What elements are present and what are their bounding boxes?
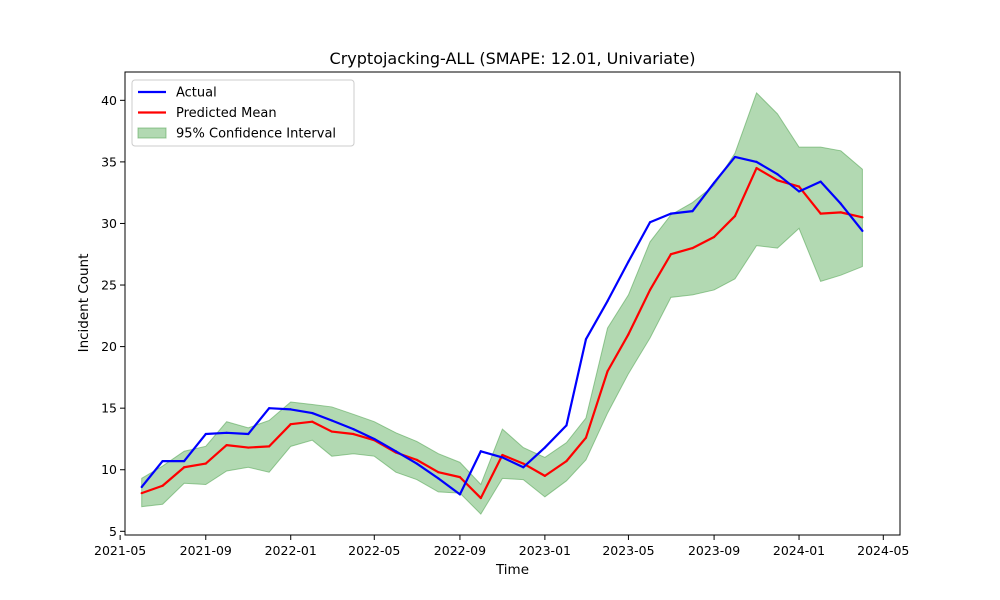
data-point-actual [330,419,333,422]
data-point-predicted-mean [797,185,801,188]
data-point-predicted-mean [247,446,250,449]
data-point-predicted-mean [565,460,568,463]
data-point-predicted-mean [543,474,546,477]
x-tick-label: 2022-09 [434,543,486,558]
data-point-predicted-mean [712,235,716,239]
data-point-predicted-mean [669,253,673,256]
data-point-actual [627,260,630,263]
data-point-actual [648,221,652,224]
data-point-actual [247,432,250,436]
legend: Actual Predicted Mean 95% Confidence Inter… [131,79,355,147]
data-point-predicted-mean [861,216,864,219]
x-tick-label: 2023-09 [688,543,740,558]
data-point-predicted-mean [415,458,418,461]
legend-label-95-confidence-interval: 95% Confidence Interval [176,127,336,142]
data-point-actual [819,180,822,183]
data-point-actual [458,493,462,496]
data-point-actual [289,408,292,411]
data-point-predicted-mean [289,423,292,426]
data-point-actual [712,181,716,184]
y-tick-label: 30 [101,216,117,231]
x-tick-label: 2021-09 [180,543,232,558]
plot-area: 2021-05 2021-09 2022-01 2022-05 2022-09 2023-… [94,71,909,558]
data-point-actual [140,485,143,489]
data-point-predicted-mean [479,496,482,500]
y-tick-label: 20 [101,339,117,354]
data-point-predicted-mean [755,166,758,170]
data-point-actual [268,407,271,410]
data-point-actual [161,460,164,463]
x-axis-label: Time [495,562,529,578]
confidence-band [141,92,863,515]
data-point-actual [776,173,779,176]
y-tick-label: 10 [101,462,117,477]
x-tick-label: 2023-05 [602,543,654,558]
data-point-actual [183,460,186,463]
data-point-actual [733,155,737,159]
data-point-predicted-mean [522,462,525,465]
data-point-actual [373,437,376,441]
data-point-actual [861,229,864,232]
data-point-predicted-mean [204,462,207,465]
data-point-predicted-mean [225,444,228,447]
x-tick-label: 2022-01 [265,543,317,558]
data-point-actual [225,431,228,434]
x-tick-label: 2022-05 [348,543,400,558]
data-point-predicted-mean [330,430,333,433]
y-tick-label: 40 [101,93,117,108]
data-point-predicted-mean [839,211,842,214]
data-point-actual [522,466,525,469]
data-point-predicted-mean [733,214,737,218]
data-point-predicted-mean [776,179,779,182]
data-point-actual [501,456,504,459]
data-point-predicted-mean [458,476,462,479]
data-point-predicted-mean [819,212,822,215]
data-point-actual [352,428,355,431]
chart-title: Cryptojacking-ALL (SMAPE: 12.01, Univari… [330,49,696,68]
data-point-predicted-mean [268,445,271,448]
data-point-predicted-mean [352,432,355,436]
data-point-actual [415,462,418,465]
data-point-actual [755,160,758,163]
data-point-actual [839,202,842,205]
data-point-predicted-mean [606,370,609,373]
data-point-predicted-mean [183,466,186,469]
data-point-actual [606,299,609,303]
data-point-actual [669,212,673,215]
data-point-predicted-mean [501,453,504,457]
data-point-actual [394,450,397,453]
data-point-actual [311,411,314,415]
legend-label-actual: Actual [176,86,217,101]
y-tick-label: 35 [101,154,117,169]
data-point-predicted-mean [311,420,314,423]
legend-box [131,79,355,147]
data-point-actual [797,190,801,193]
x-tick-label: 2023-01 [519,543,571,558]
axes-frame [124,71,901,536]
data-point-actual [479,450,482,453]
data-point-predicted-mean [161,484,164,487]
data-point-actual [437,477,440,480]
data-point-predicted-mean [584,436,588,439]
data-point-actual [584,338,588,341]
y-tick-label: 5 [109,524,117,539]
y-tick-label: 25 [101,278,117,293]
data-point-actual [204,432,207,436]
x-tick-label: 2021-05 [94,543,146,558]
data-point-predicted-mean [437,471,440,474]
data-point-actual [691,210,694,213]
legend-label-predicted-mean: Predicted Mean [176,106,277,121]
data-point-predicted-mean [627,333,630,336]
data-point-predicted-mean [648,288,652,292]
data-point-actual [543,446,546,449]
x-tick-label: 2024-01 [773,543,825,558]
data-point-predicted-mean [691,246,694,250]
data-point-actual [565,424,568,427]
y-axis-label: Incident Count [76,254,92,353]
x-tick-label: 2024-05 [857,543,909,558]
y-tick-label: 15 [101,401,117,416]
data-point-predicted-mean [140,492,143,495]
legend-swatch-95-confidence-interval [137,127,167,139]
